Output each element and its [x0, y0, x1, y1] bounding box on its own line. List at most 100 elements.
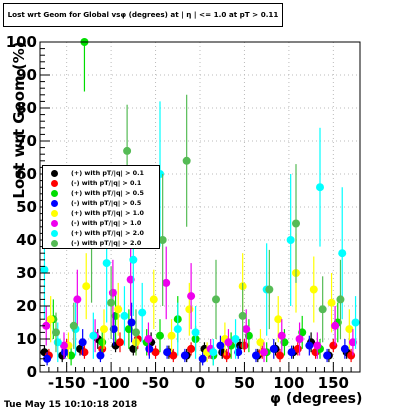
- data-point: [60, 341, 68, 350]
- data-point: [238, 311, 247, 320]
- data-point: [89, 331, 98, 340]
- data-point: [222, 351, 231, 360]
- data-point: [298, 328, 307, 337]
- legend-entry: (+) with pT/|q| > 1.0: [43, 208, 161, 218]
- data-point: [69, 321, 78, 330]
- data-point: [60, 348, 69, 357]
- legend-entry: (+) with pT/|q| > 0.1: [43, 168, 161, 178]
- data-point: [109, 325, 118, 334]
- data-point: [340, 344, 349, 353]
- data-point: [309, 285, 318, 294]
- y-tick-label: 50: [16, 198, 37, 216]
- series-3: [43, 302, 349, 366]
- data-point: [216, 341, 225, 350]
- legend-label: (-) with pT/|q| > 1.0: [71, 219, 142, 227]
- x-axis-label: φ (degrees): [270, 391, 363, 407]
- data-point: [252, 351, 260, 360]
- x-tick-label: 100: [273, 374, 304, 392]
- data-point: [126, 275, 135, 284]
- data-point: [212, 295, 220, 304]
- y-tick-label: 100: [6, 33, 37, 51]
- data-point: [138, 308, 147, 317]
- legend-label: (+) with pT/|q| > 0.5: [71, 189, 144, 197]
- data-point: [169, 351, 178, 360]
- data-point: [265, 285, 274, 294]
- data-point: [42, 321, 51, 330]
- x-tick-label: -150: [48, 374, 86, 392]
- data-point: [156, 331, 164, 340]
- data-point: [149, 295, 158, 304]
- data-point: [313, 341, 322, 350]
- data-point: [347, 351, 356, 360]
- series-6: [40, 101, 360, 366]
- legend-entry: (-) with pT/|q| > 0.5: [43, 198, 161, 208]
- data-point: [132, 328, 140, 337]
- data-point: [295, 335, 304, 343]
- data-point: [53, 338, 62, 347]
- data-point: [256, 338, 265, 347]
- y-tick-label: 40: [16, 231, 37, 249]
- data-point: [345, 325, 354, 334]
- data-point: [277, 331, 286, 340]
- legend-label: (+) with pT/|q| > 2.0: [71, 229, 144, 237]
- data-point: [224, 338, 233, 347]
- legend-label: (-) with pT/|q| > 2.0: [71, 239, 142, 247]
- series-layer: [40, 38, 360, 366]
- data-point: [173, 325, 182, 334]
- y-tick-label: 80: [16, 99, 37, 117]
- data-point: [52, 328, 60, 337]
- legend-marker-icon: [51, 180, 58, 187]
- data-point: [116, 338, 124, 347]
- data-point: [124, 325, 133, 334]
- chart-title-box: Lost wrt Geom for Global vsφ (degrees) a…: [3, 3, 283, 27]
- data-point: [67, 351, 76, 360]
- x-tick-label: -100: [92, 374, 130, 392]
- data-point: [276, 351, 284, 360]
- data-point: [329, 341, 338, 350]
- data-point: [287, 348, 296, 357]
- data-point: [102, 259, 111, 268]
- y-tick-label: 10: [16, 330, 37, 348]
- data-point: [182, 156, 191, 165]
- data-point: [40, 265, 49, 274]
- legend-marker-icon: [51, 210, 58, 217]
- data-point: [338, 249, 347, 258]
- data-point: [167, 331, 176, 340]
- legend-marker-icon: [51, 230, 58, 237]
- y-tick-label: 60: [16, 165, 37, 183]
- data-point: [43, 354, 52, 363]
- legend: (+) with pT/|q| > 0.1 (-) with pT/|q| > 0…: [42, 165, 160, 249]
- legend-label: (-) with pT/|q| > 0.5: [71, 199, 142, 207]
- data-point: [80, 348, 89, 357]
- data-point: [348, 338, 357, 347]
- legend-entry: (-) with pT/|q| > 2.0: [43, 238, 161, 248]
- data-point: [286, 236, 295, 244]
- data-point: [163, 348, 172, 357]
- data-point: [185, 305, 194, 314]
- data-point: [96, 351, 105, 360]
- legend-marker-icon: [51, 240, 58, 247]
- data-point: [244, 331, 253, 340]
- y-tick-label: 30: [16, 264, 37, 282]
- data-point: [336, 295, 345, 304]
- data-point: [73, 295, 82, 304]
- data-point: [351, 318, 360, 327]
- data-point: [82, 282, 91, 291]
- data-point: [98, 338, 107, 347]
- data-point: [274, 315, 283, 324]
- data-point: [123, 146, 132, 155]
- data-point: [46, 315, 55, 324]
- legend-marker-icon: [51, 220, 58, 227]
- y-tick-label: 20: [16, 297, 37, 315]
- x-tick-label: 0: [195, 374, 205, 392]
- y-tick-label: 70: [16, 132, 37, 150]
- y-axis-label: Lost wrt Geom (%): [10, 41, 28, 199]
- legend-entry: (-) with pT/|q| > 1.0: [43, 218, 161, 228]
- chart-title: Lost wrt Geom for Global vsφ (degrees) a…: [7, 10, 279, 19]
- data-point: [187, 344, 196, 353]
- x-tick-label: 150: [318, 374, 349, 392]
- data-point: [129, 255, 138, 264]
- axis-ticks: -150 -100 -50 0 50 100 150 0 10 20 30 40 50 60 70 80 90 1…: [6, 33, 361, 392]
- data-point: [209, 348, 218, 357]
